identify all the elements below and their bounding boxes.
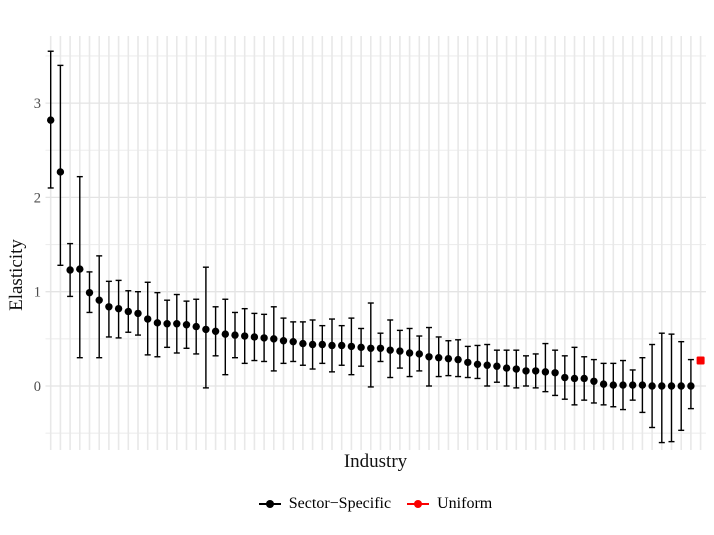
- data-point: [114, 304, 123, 313]
- data-point: [667, 382, 676, 390]
- data-point: [425, 353, 433, 361]
- data-point: [532, 367, 540, 375]
- data-point: [658, 382, 666, 390]
- data-point: [66, 266, 74, 274]
- legend-label: Uniform: [437, 495, 493, 512]
- data-point: [435, 354, 443, 362]
- data-point: [95, 296, 103, 304]
- x-axis-title: Industry: [343, 451, 408, 472]
- uniform-data-point: [696, 356, 705, 365]
- data-point: [590, 377, 598, 385]
- y-tick-label: 1: [34, 285, 41, 301]
- data-point: [76, 265, 84, 273]
- points-uniform: [696, 356, 705, 365]
- data-point: [250, 333, 259, 341]
- y-tick-label: 0: [34, 379, 41, 395]
- data-point: [192, 322, 200, 331]
- data-point: [173, 320, 181, 328]
- legend-pointrange-icon: [258, 497, 281, 511]
- data-point: [279, 337, 288, 345]
- data-point: [561, 373, 569, 382]
- data-point: [502, 364, 511, 372]
- data-point: [396, 347, 404, 355]
- data-point: [289, 337, 297, 346]
- legend-item-uniform: Uniform: [407, 495, 492, 513]
- data-point: [386, 346, 394, 354]
- data-point: [609, 381, 617, 389]
- data-point: [241, 332, 249, 340]
- data-point: [464, 358, 472, 367]
- data-point: [512, 365, 520, 373]
- data-point: [638, 381, 647, 389]
- data-point: [182, 321, 191, 329]
- y-tick-label: 2: [34, 190, 41, 206]
- data-point: [308, 340, 317, 349]
- y-tick-labels: 0 1 2 3: [34, 96, 41, 395]
- legend-label: Sector−Specific: [288, 495, 392, 512]
- grid-minor-horizontal: [45, 55, 706, 434]
- data-point: [134, 309, 142, 318]
- data-point: [347, 342, 356, 351]
- data-point: [163, 320, 171, 328]
- legend-pointrange-icon: [407, 497, 430, 511]
- data-point: [47, 116, 55, 124]
- legend: Sector−Specific Uniform: [45, 491, 706, 517]
- data-point: [473, 360, 482, 369]
- data-point: [144, 315, 152, 323]
- data-point: [454, 355, 462, 364]
- data-point: [619, 381, 627, 389]
- data-point: [599, 380, 608, 388]
- data-point: [493, 362, 501, 370]
- grid-major-horizontal: [45, 102, 706, 387]
- data-point: [357, 343, 365, 352]
- data-point: [105, 303, 113, 311]
- data-point: [444, 354, 453, 363]
- data-point: [338, 341, 346, 350]
- data-point: [677, 382, 685, 390]
- data-point: [328, 341, 336, 350]
- data-point: [318, 340, 326, 349]
- data-point: [124, 307, 132, 316]
- data-point: [648, 382, 656, 390]
- data-point: [221, 330, 229, 338]
- data-point: [367, 344, 375, 352]
- data-point: [541, 368, 550, 376]
- data-point: [483, 361, 491, 369]
- legend-item-sector-specific: Sector−Specific: [258, 495, 392, 513]
- data-point: [570, 374, 579, 383]
- y-tick-label: 3: [34, 96, 41, 112]
- data-point: [376, 344, 385, 352]
- data-point: [260, 334, 268, 342]
- data-point: [270, 335, 278, 343]
- y-axis-title: Elasticity: [6, 239, 27, 311]
- data-point: [211, 327, 220, 336]
- data-point: [299, 339, 307, 348]
- data-point: [153, 319, 162, 327]
- data-point: [580, 374, 588, 383]
- data-point: [202, 325, 210, 334]
- data-point: [551, 369, 559, 377]
- data-point: [629, 381, 637, 389]
- data-point: [231, 331, 239, 339]
- data-point: [85, 288, 94, 297]
- data-point: [56, 168, 65, 176]
- data-point: [522, 367, 530, 375]
- data-point: [687, 382, 695, 390]
- points-sector-specific: [47, 116, 695, 390]
- data-point: [415, 350, 423, 358]
- data-point: [405, 349, 414, 357]
